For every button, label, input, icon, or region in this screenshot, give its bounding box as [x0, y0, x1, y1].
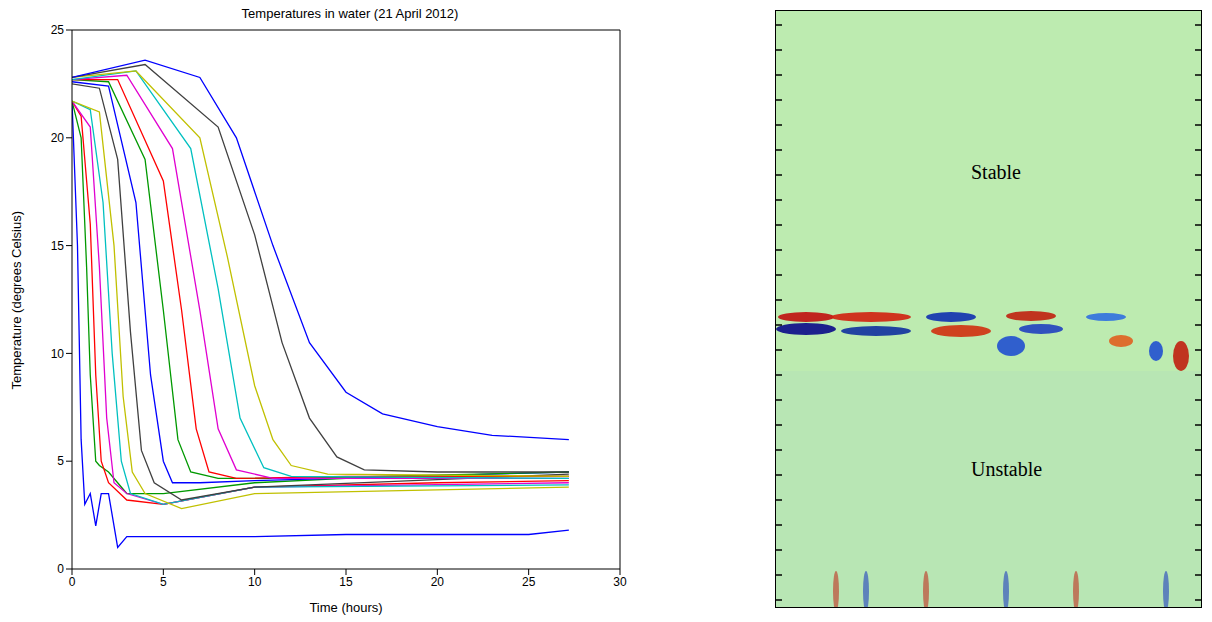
- svg-text:25: 25: [51, 23, 65, 37]
- svg-text:15: 15: [51, 239, 65, 253]
- svg-text:15: 15: [339, 575, 353, 589]
- svg-text:10: 10: [248, 575, 262, 589]
- html-text:Stable: Stable: [971, 161, 1021, 183]
- html-text:Temperatures in water (21 Apri: Temperatures in water (21 April 2012): [241, 6, 459, 21]
- svg-text:5: 5: [160, 575, 167, 589]
- svg-text:5: 5: [57, 454, 64, 468]
- svg-text:20: 20: [431, 575, 445, 589]
- svg-text:Time (hours): Time (hours): [309, 600, 382, 615]
- svg-text:25: 25: [522, 575, 536, 589]
- svg-text:0: 0: [57, 562, 64, 576]
- svg-text:0: 0: [69, 575, 76, 589]
- svg-text:20: 20: [51, 131, 65, 145]
- svg-text:Temperature (degrees Celsius): Temperature (degrees Celsius): [9, 211, 24, 389]
- html-text:Unstable: Unstable: [971, 458, 1043, 480]
- svg-text:30: 30: [613, 575, 627, 589]
- svg-text:10: 10: [51, 347, 65, 361]
